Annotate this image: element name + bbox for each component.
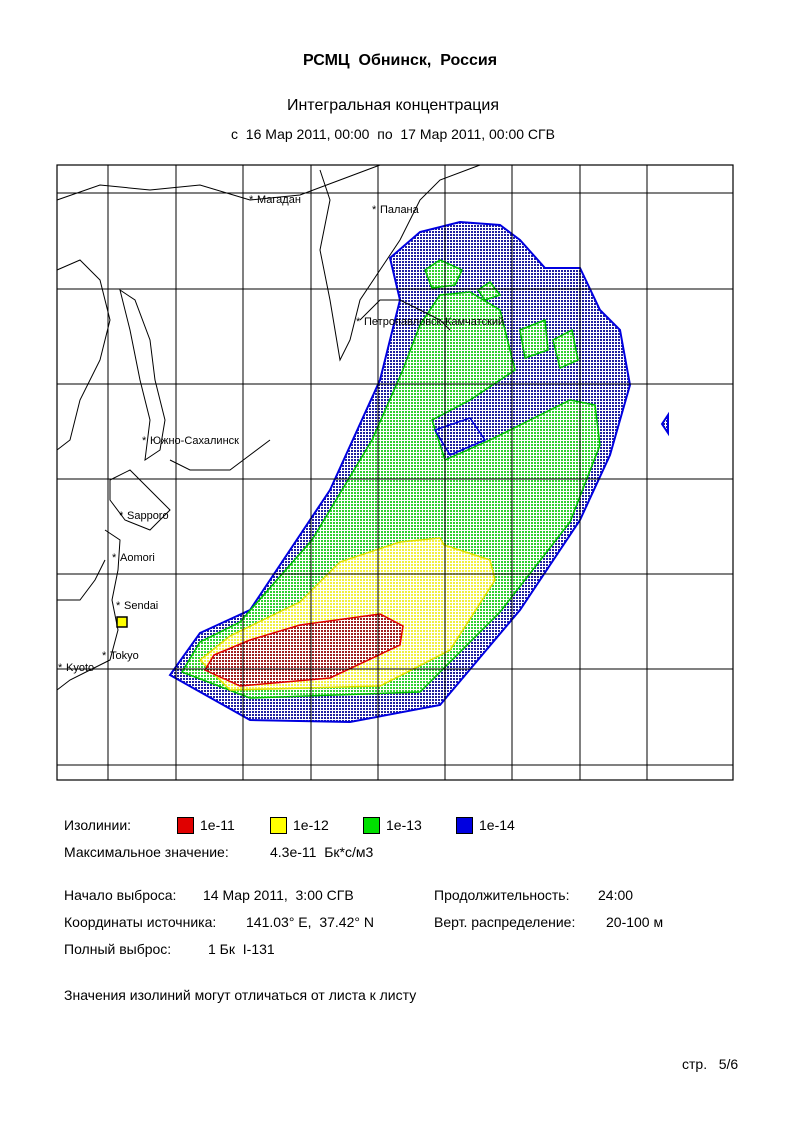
source-marker bbox=[116, 616, 128, 628]
max-value: 4.3e-11 Бк*с/м3 bbox=[270, 844, 374, 860]
legend-swatch bbox=[177, 817, 194, 834]
info-value: 24:00 bbox=[598, 887, 634, 903]
legend-swatch bbox=[270, 817, 287, 834]
coastline bbox=[56, 164, 481, 691]
info-value: 14 Мар 2011, 3:00 СГВ bbox=[203, 887, 354, 903]
title: РСМЦ Обнинск, Россия bbox=[302, 52, 498, 69]
city-label: Sapporo bbox=[127, 510, 169, 522]
legend-swatch bbox=[363, 817, 380, 834]
info-value: 141.03° E, 37.42° N bbox=[246, 914, 374, 930]
city-marker: * bbox=[112, 552, 117, 564]
city-marker: * bbox=[102, 650, 107, 662]
info-label: Продолжительность: bbox=[434, 887, 570, 903]
cities: * Магадан* Палана* Петропавловск-Камчатский… bbox=[58, 194, 504, 674]
city-label: Петропавловск-Камчатский bbox=[364, 316, 504, 328]
city-label: Aomori bbox=[120, 552, 155, 564]
city-marker: * bbox=[372, 204, 377, 216]
city-marker: * bbox=[116, 600, 121, 612]
city-label: Tokyo bbox=[110, 650, 139, 662]
legend-label: 1e-11 bbox=[200, 817, 235, 833]
legend-title: Изолинии: bbox=[64, 817, 132, 833]
info-label: Координаты источника: bbox=[64, 914, 217, 930]
legend-label: 1e-12 bbox=[293, 817, 329, 833]
city-label: Sendai bbox=[124, 600, 158, 612]
period: с 16 Мар 2011, 00:00 по 17 Мар 2011, 00:… bbox=[231, 126, 555, 142]
page-number: стр. 5/6 bbox=[682, 1056, 739, 1072]
city-label: Южно-Сахалинск bbox=[150, 435, 239, 447]
grid bbox=[56, 164, 734, 781]
note: Значения изолиний могут отличаться от ли… bbox=[64, 987, 417, 1003]
city-marker: * bbox=[58, 662, 63, 674]
city-marker: * bbox=[249, 194, 254, 206]
city-marker: * bbox=[142, 435, 147, 447]
city-label: Kyoto bbox=[66, 662, 94, 674]
legend-label: 1e-14 bbox=[479, 817, 515, 833]
city-marker: * bbox=[356, 316, 361, 328]
city-label: Палана bbox=[380, 204, 420, 216]
info-label: Верт. распределение: bbox=[434, 914, 576, 930]
info-value: 1 Бк I-131 bbox=[208, 941, 275, 957]
info-value: 20-100 м bbox=[606, 914, 664, 930]
city-marker: * bbox=[119, 510, 124, 522]
legend-swatch bbox=[456, 817, 473, 834]
subtitle: Интегральная концентрация bbox=[286, 97, 500, 114]
city-label: Магадан bbox=[257, 194, 301, 206]
info-label: Начало выброса: bbox=[64, 887, 177, 903]
max-label: Максимальное значение: bbox=[64, 844, 229, 860]
map: * Магадан* Палана* Петропавловск-Камчатский… bbox=[56, 164, 734, 781]
plume bbox=[168, 220, 669, 724]
info-label: Полный выброс: bbox=[64, 941, 172, 957]
legend-label: 1e-13 bbox=[386, 817, 422, 833]
